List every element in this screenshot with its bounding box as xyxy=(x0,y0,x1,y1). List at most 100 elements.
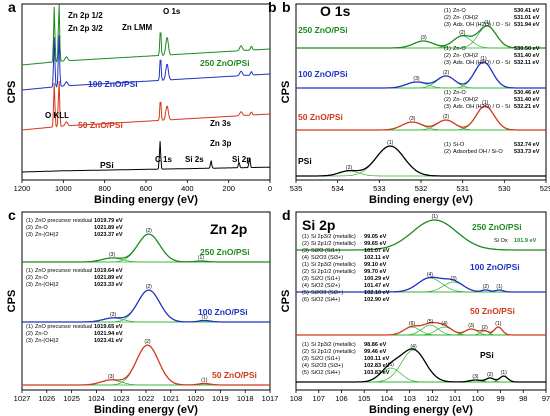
panel-b: 535 534 533 532 531 530 529 Binding energy (eV)… xyxy=(268,0,550,206)
peak-number: (2) xyxy=(146,228,152,234)
peak-number: (1) xyxy=(496,284,502,290)
x-tick-label: 534 xyxy=(331,184,344,193)
series-label: 100 ZnO/PSi xyxy=(298,69,348,79)
o1s-fit-2: (1)(2)(3) xyxy=(296,100,546,131)
legend-id: (2) xyxy=(444,97,451,103)
peak-number: (2) xyxy=(443,114,449,120)
o1s-fit-3: (1)(2) xyxy=(296,140,546,177)
x-tick-label: 1022 xyxy=(138,394,155,403)
legend-id: (2) xyxy=(302,241,309,247)
spectrum-envelope xyxy=(296,219,546,251)
peak-number: (2) xyxy=(459,30,465,36)
legend-value: 1019.79 eV xyxy=(94,218,123,224)
zn2p-fit-0: (1)(2)(3) xyxy=(22,228,270,263)
legend-label: Si2O3 (Si3+) xyxy=(311,363,343,369)
panel-letter: b xyxy=(282,0,291,15)
plot-frame xyxy=(295,211,547,391)
series-label: 50 ZnO/PSi xyxy=(78,120,123,130)
peak-number: (1) xyxy=(432,214,438,220)
legend-label: Zn-O xyxy=(453,46,466,52)
spectrum-envelope xyxy=(22,233,270,263)
spectrum-envelope xyxy=(22,344,270,386)
zn2p-fit-1: (1) (2) (3) xyxy=(22,284,270,323)
peak-number: (2) xyxy=(443,70,449,76)
x-tick-label: 529 xyxy=(540,184,550,193)
series-label: 100 ZnO/PSi xyxy=(88,79,138,89)
legend-id: (3) xyxy=(302,356,309,362)
legend-value: 531.40 eV xyxy=(514,97,540,103)
legend-value: 102.90 eV xyxy=(364,297,390,303)
x-tick-label: 107 xyxy=(312,394,325,403)
peak-number: (3) xyxy=(451,276,457,282)
peak-annotation: Si 2p xyxy=(232,155,251,164)
spectrum-envelope xyxy=(296,145,546,177)
legend-id: (3) xyxy=(26,232,33,238)
si2p-fit-0: (1) xyxy=(296,214,546,251)
legend-label: ZnO precursor residual xyxy=(35,218,92,224)
legend-label: Zn- (OH)2 xyxy=(453,15,478,21)
x-tick-label: 532 xyxy=(415,184,428,193)
peak-number: (3) xyxy=(413,76,419,82)
legend-value: 532.11 eV xyxy=(514,60,539,66)
peak-annotation: O KLL xyxy=(45,111,69,120)
legend-label: Si 2p3/2 (metallic) xyxy=(311,234,356,240)
peak-number: (2) xyxy=(144,339,150,345)
legend-value: 98.86 eV xyxy=(364,342,387,348)
x-tick-label: 106 xyxy=(335,394,348,403)
legend-label: Zn-O xyxy=(35,225,48,231)
legend-id: (1) xyxy=(444,142,451,148)
series-label: 250 ZnO/PSi xyxy=(298,25,348,35)
peak-annotation: Zn 2p 1/2 xyxy=(68,11,103,20)
x-axis-label: Binding energy (eV) xyxy=(94,194,198,206)
peak-number: (2) xyxy=(146,284,152,290)
legend-label: Si 2p3/2 (metallic) xyxy=(311,262,356,268)
x-tick-label: 108 xyxy=(290,394,303,403)
y-axis-label: CPS xyxy=(6,81,18,104)
peak-number: (3) xyxy=(421,35,427,41)
panel-letter: c xyxy=(8,207,16,223)
peak-number: (1) xyxy=(482,100,488,106)
legend-value: 532.74 eV xyxy=(514,142,540,148)
peak-number: (1) xyxy=(387,140,393,146)
legend-value: 530.41 eV xyxy=(514,8,540,14)
x-tick-label: 103 xyxy=(403,394,416,403)
series-label: PSi xyxy=(480,350,494,360)
x-tick-label: 1027 xyxy=(14,394,31,403)
peak-number: (5) xyxy=(427,319,433,325)
legend-value: 531.40 eV xyxy=(514,53,540,59)
legend-label: Zn-O xyxy=(35,331,48,337)
legend-value: 100.29 eV xyxy=(364,276,390,282)
legend-value: 1023.41 eV xyxy=(94,338,123,344)
peak-number: (4) xyxy=(427,272,433,278)
legend-id: (2) xyxy=(302,349,309,355)
o1s-fit-1: (1)(2)(3) xyxy=(296,56,546,89)
legend-id: (3) xyxy=(444,22,451,28)
legend-value: 101.47 eV xyxy=(364,283,390,289)
legend-id: (1) xyxy=(444,46,451,52)
panel-title: O 1s xyxy=(320,3,351,19)
legend-value: 1023.37 eV xyxy=(94,232,123,238)
legend-value: 99.46 eV xyxy=(364,349,387,355)
legend-id: (2) xyxy=(444,149,451,155)
legend-value: 99.70 eV xyxy=(364,269,387,275)
legend-id: (5) xyxy=(302,290,309,296)
legend-label: Si 2p1/2 (metallic) xyxy=(311,269,356,275)
panel-d: 108 107 106 105 104 103 102 101 100 99 98 97 Binding… xyxy=(280,207,550,416)
x-tick-label: 535 xyxy=(290,184,303,193)
panel-letter: a xyxy=(8,0,16,15)
legend-id: (1) xyxy=(302,262,309,268)
legend-value: 102.10 eV xyxy=(364,290,390,296)
x-tick-label: 1020 xyxy=(187,394,204,403)
legend-id: (2) xyxy=(302,269,309,275)
legend-value: 1023.33 eV xyxy=(94,282,123,288)
legend-label: Zn- (OH)2 xyxy=(453,53,478,59)
legend-label: Si Ox xyxy=(494,238,508,244)
x-axis-label: Binding energy (eV) xyxy=(369,404,473,416)
legend-id: (1) xyxy=(302,342,309,348)
x-axis-label: Binding energy (eV) xyxy=(94,404,198,416)
x-tick-label: 530 xyxy=(498,184,511,193)
legend-label: SiO2 (Si4+) xyxy=(311,297,340,303)
legend-value: 103.83 eV xyxy=(364,370,390,376)
legend-value: 530.46 eV xyxy=(514,90,540,96)
legend-label: Si 2p1/2 (metallic) xyxy=(311,349,356,355)
